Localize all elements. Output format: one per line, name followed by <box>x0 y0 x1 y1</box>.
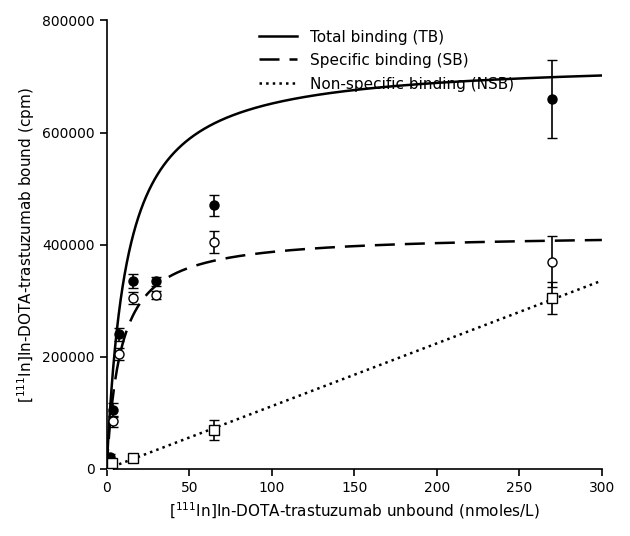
X-axis label: [$^{111}$In]In-DOTA-trastuzumab unbound (nmoles/L): [$^{111}$In]In-DOTA-trastuzumab unbound … <box>169 500 540 521</box>
Legend: Total binding (TB), Specific binding (SB), Non-specific binding (NSB): Total binding (TB), Specific binding (SB… <box>253 24 520 98</box>
Y-axis label: [$^{111}$In]In-DOTA-trastuzumab bound (cpm): [$^{111}$In]In-DOTA-trastuzumab bound (c… <box>15 87 37 403</box>
